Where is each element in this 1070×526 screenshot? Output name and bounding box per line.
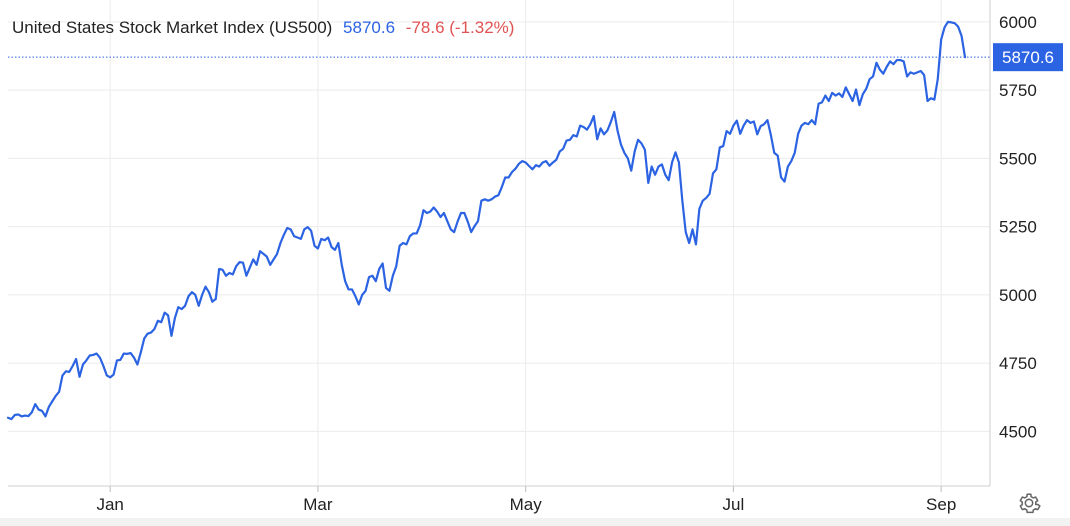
y-tick-label: 4750	[999, 354, 1037, 373]
y-axis-labels: 4500 4750 5000 5250 5500 5750 6000	[999, 13, 1037, 442]
x-tick-label: Sep	[926, 495, 956, 514]
x-tick-label: Jul	[723, 495, 745, 514]
bottom-strip	[0, 518, 1070, 526]
last-value-badge: 5870.6	[993, 43, 1063, 72]
x-tick-label: Jan	[96, 495, 123, 514]
last-value-badge-text: 5870.6	[1002, 48, 1054, 67]
y-tick-label: 5750	[999, 81, 1037, 100]
chart-title: United States Stock Market Index (US500)	[12, 18, 333, 37]
gear-icon[interactable]	[1016, 490, 1042, 516]
current-price: 5870.6	[343, 18, 396, 37]
chart-grid	[8, 0, 990, 486]
chart-header: United States Stock Market Index (US500)…	[12, 18, 520, 38]
series-group	[6, 20, 967, 421]
y-tick-label: 5500	[999, 149, 1037, 168]
x-tick-label: Mar	[303, 495, 333, 514]
x-tick-label: May	[510, 495, 543, 514]
series-line	[6, 20, 967, 421]
y-tick-label: 5000	[999, 286, 1037, 305]
y-tick-label: 6000	[999, 13, 1037, 32]
last-value-badge-bg	[993, 43, 1063, 72]
price-change: -78.6 (-1.32%)	[405, 18, 515, 37]
chart-axes	[8, 0, 991, 492]
y-tick-label: 5250	[999, 218, 1037, 237]
y-tick-label: 4500	[999, 422, 1037, 441]
x-axis-labels: JanMarMayJulSepNov	[96, 495, 956, 514]
